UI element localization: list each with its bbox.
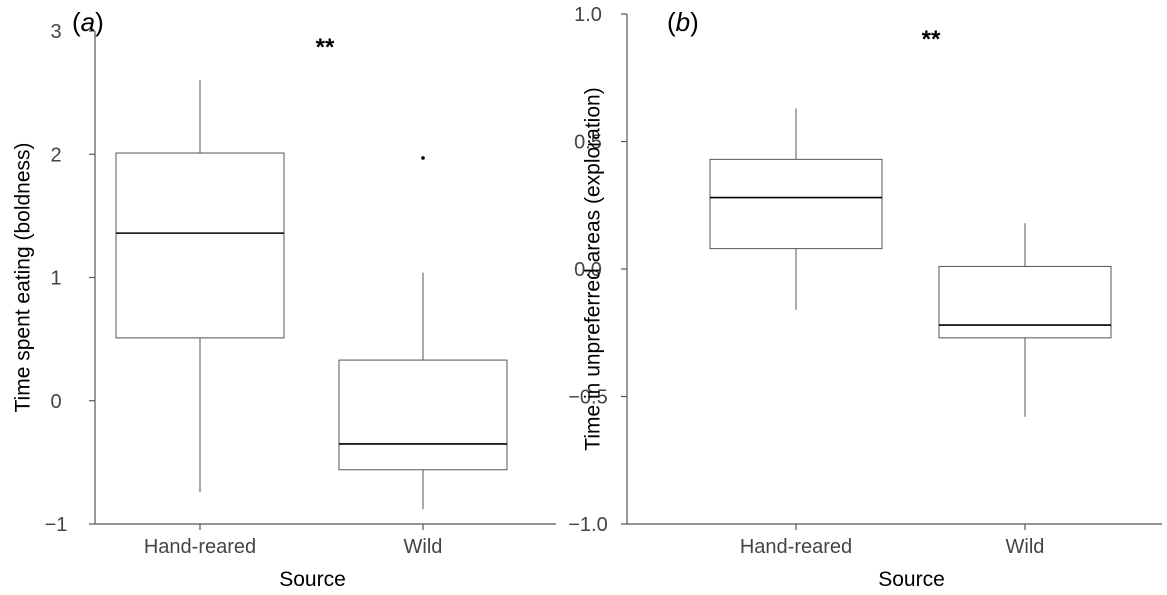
significance-marker: ** — [316, 34, 335, 61]
x-tick-label: Wild — [404, 536, 443, 558]
significance-marker: ** — [922, 26, 941, 53]
y-tick-label: 1.0 — [574, 4, 602, 26]
y-tick-label: −0.5 — [568, 387, 607, 409]
y-tick-label: 0.5 — [574, 132, 602, 154]
y-tick-label: 3 — [50, 21, 61, 43]
panel-label: (a) — [72, 7, 104, 37]
panel-b: −1.0 −0.5 0.0 0.5 1.0 Hand-reared Wild Time in … — [568, 4, 1162, 591]
x-tick-label: Wild — [1006, 536, 1045, 558]
y-tick-label: 1 — [50, 268, 61, 290]
box-wild — [338, 156, 508, 510]
x-tick-label: Hand-reared — [740, 536, 852, 558]
x-axis-title: Source — [279, 568, 346, 591]
iqr-box — [115, 152, 285, 339]
box-wild — [938, 223, 1112, 417]
x-tick-label: Hand-reared — [144, 536, 256, 558]
y-axis-title: Time in unpreferred areas (exploration) — [582, 87, 605, 450]
box-hand-reared — [115, 80, 285, 492]
y-tick-label: 2 — [50, 144, 61, 166]
panel-a: −1 0 1 2 3 Hand-reared Wild Time spent eating (… — [12, 7, 556, 591]
panel-letter: a — [81, 7, 95, 37]
y-tick-label: 0.0 — [574, 259, 602, 281]
panel-letter: b — [676, 7, 690, 37]
y-tick-label: 0 — [50, 391, 61, 413]
iqr-box — [338, 359, 508, 471]
y-tick-label: −1 — [45, 514, 68, 536]
y-axis-title: Time spent eating (boldness) — [12, 142, 35, 412]
iqr-box — [938, 265, 1112, 339]
x-axis-title: Source — [878, 568, 945, 591]
iqr-box — [709, 158, 883, 250]
panel-label: (b) — [667, 7, 699, 37]
box-hand-reared — [709, 108, 883, 310]
y-tick-label: −1.0 — [568, 514, 607, 536]
outlier-point — [421, 156, 425, 160]
